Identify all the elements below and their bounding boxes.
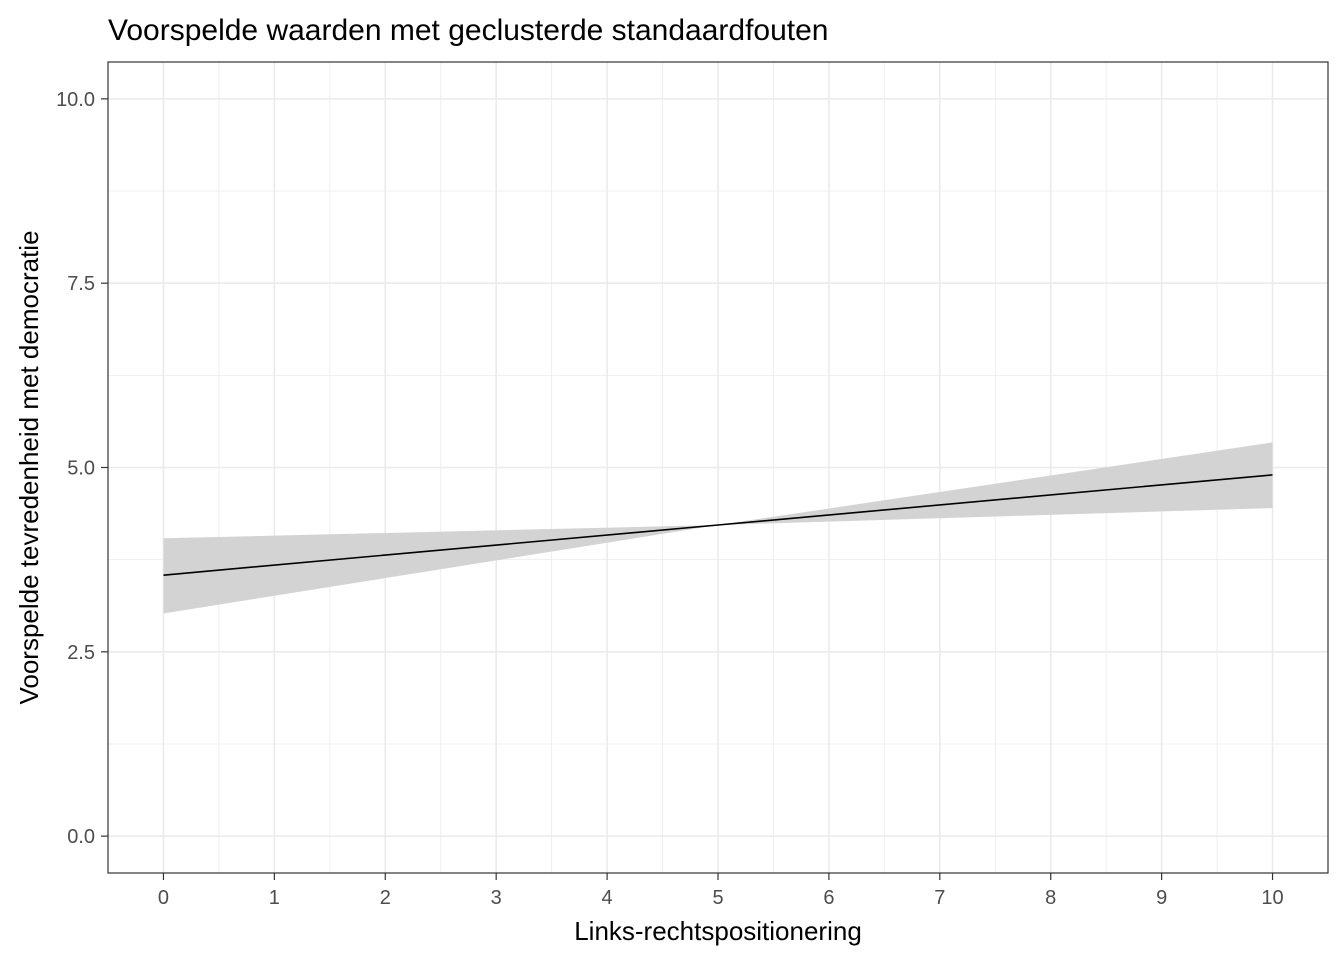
- y-tick-label: 5.0: [67, 458, 95, 480]
- x-tick-label: 1: [269, 887, 280, 909]
- y-tick-label: 10.0: [56, 89, 95, 111]
- y-tick-label: 0.0: [67, 826, 95, 848]
- x-tick-label: 4: [602, 887, 613, 909]
- x-tick-label: 7: [934, 887, 945, 909]
- y-axis: 0.0 2.5 5.0 7.5 10.0: [56, 89, 108, 848]
- chart-title: Voorspelde waarden met geclusterde stand…: [108, 14, 828, 47]
- x-tick-label: 0: [158, 887, 169, 909]
- x-tick-label: 9: [1156, 887, 1167, 909]
- y-tick-label: 7.5: [67, 273, 95, 295]
- x-tick-label: 5: [712, 887, 723, 909]
- y-tick-label: 2.5: [67, 642, 95, 664]
- x-axis: 0 1 2 3 4 5 6 7 8 9 10: [158, 873, 1284, 909]
- x-axis-title: Links-rechtspositionering: [574, 916, 862, 946]
- x-tick-label: 2: [380, 887, 391, 909]
- x-tick-label: 3: [491, 887, 502, 909]
- x-tick-label: 10: [1261, 887, 1283, 909]
- confidence-ribbon: [163, 442, 1273, 614]
- prediction-line: [163, 474, 1273, 576]
- x-tick-label: 6: [823, 887, 834, 909]
- x-tick-label: 8: [1045, 887, 1056, 909]
- plot-marks: [163, 442, 1273, 614]
- y-axis-title: Voorspelde tevredenheid met democratie: [14, 230, 44, 704]
